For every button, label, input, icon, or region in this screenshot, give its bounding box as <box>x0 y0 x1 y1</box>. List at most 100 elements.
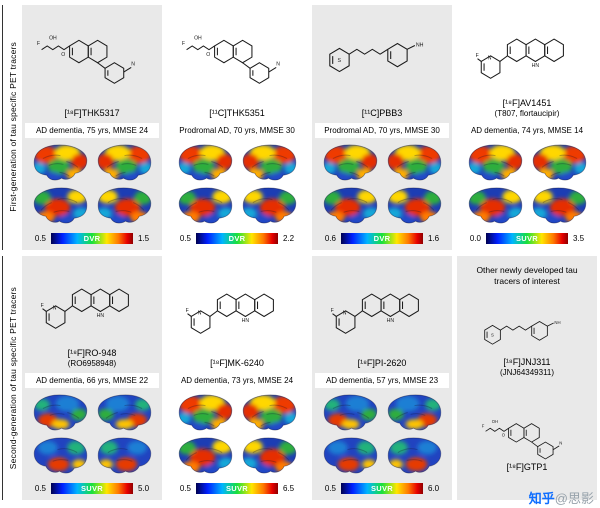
scale-unit-label: SUVR <box>370 484 394 493</box>
scale-unit-label: DVR <box>228 233 246 243</box>
scale-min: 0.0 <box>469 233 481 243</box>
colorbar-gradient: DVR <box>196 232 278 244</box>
brain-renders <box>465 142 590 226</box>
ro948-structure <box>25 261 159 349</box>
panel-thk5317: [¹⁸F]THK5317 AD dementia, 75 yrs, MMSE 2… <box>22 5 162 250</box>
colorbar-gradient: DVR <box>341 232 423 244</box>
brain-lateral-left-image <box>320 392 381 433</box>
row-second-generation: Second-generation of tau specific PET tr… <box>2 255 597 501</box>
patient-info: AD dementia, 75 yrs, MMSE 24 <box>25 122 159 138</box>
brain-renders <box>30 142 155 226</box>
colorbar: 0.5 DVR 1.5 <box>35 232 150 244</box>
brain-medial-left-image <box>320 435 381 476</box>
colorbar-gradient: SUVR <box>486 232 568 244</box>
molecule-structure-icon <box>40 288 129 330</box>
brain-medial-left-image <box>30 185 91 226</box>
brain-lateral-right-image <box>239 392 300 433</box>
watermark-handle: @思影 <box>554 491 594 506</box>
colorbar: 0.6 DVR 1.6 <box>324 232 440 244</box>
pbb3-structure <box>315 10 449 108</box>
brain-lateral-right-image <box>529 142 590 183</box>
jnj311-group: [¹⁸F]JNJ311 (JNJ64349311) <box>480 293 574 393</box>
brain-lateral-left-image <box>30 142 91 183</box>
row1-side-label: First-generation of tau specific PET tra… <box>2 5 22 250</box>
colorbar-gradient: SUVR <box>51 483 133 494</box>
scale-unit-label: SUVR <box>515 233 539 243</box>
tracer-name: [¹⁸F]AV1451 <box>502 97 552 108</box>
row2-side-label-text: Second-generation of tau specific PET tr… <box>7 286 18 469</box>
brain-medial-left-image <box>175 435 236 476</box>
tracer-name: [¹⁸F]RO-948 <box>67 348 117 358</box>
molecule-structure-icon <box>481 418 563 460</box>
patient-info: Prodromal AD, 70 yrs, MMSE 30 <box>315 122 449 138</box>
scale-unit-label: DVR <box>83 233 101 243</box>
brain-lateral-right-image <box>384 142 445 183</box>
panel-ro948: [¹⁸F]RO-948 (RO6958948) AD dementia, 66 … <box>22 255 162 500</box>
scale-min: 0.5 <box>179 484 191 493</box>
brain-medial-left-image <box>320 185 381 226</box>
brain-renders <box>320 142 445 226</box>
panel-pi2620: [¹⁸F]PI-2620 AD dementia, 57 yrs, MMSE 2… <box>312 255 452 500</box>
brain-medial-right-image <box>384 435 445 476</box>
brain-medial-right-image <box>529 185 590 226</box>
colorbar: 0.0 SUVR 3.5 <box>469 232 584 244</box>
scale-max: 6.0 <box>428 484 440 493</box>
tracer-name: [¹⁸F]GTP1 <box>506 461 548 472</box>
patient-info: AD dementia, 73 yrs, MMSE 24 <box>170 373 304 388</box>
tracer-subtitle: (T807, flortaucipir) <box>494 108 560 118</box>
colorbar: 0.5 SUVR 5.0 <box>35 483 149 494</box>
brain-medial-right-image <box>94 435 155 476</box>
mk6240-structure <box>170 261 304 359</box>
scale-max: 5.0 <box>138 484 150 493</box>
watermark: 知乎@思影 <box>529 488 594 507</box>
molecule-structure-icon <box>36 34 136 84</box>
scale-unit-label: SUVR <box>80 484 104 493</box>
brain-medial-right-image <box>94 185 155 226</box>
row1-panels: [¹⁸F]THK5317 AD dementia, 75 yrs, MMSE 2… <box>22 5 597 250</box>
molecule-structure-icon <box>484 318 562 345</box>
colorbar-gradient: DVR <box>51 232 133 244</box>
scale-max: 1.6 <box>428 233 440 243</box>
other-tracers-header: Other newly developed tau tracers of int… <box>476 264 578 286</box>
watermark-brand: 知乎 <box>528 491 555 506</box>
brain-lateral-left-image <box>175 392 236 433</box>
patient-info: Prodromal AD, 70 yrs, MMSE 30 <box>170 122 304 138</box>
brain-medial-right-image <box>384 185 445 226</box>
scale-max: 2.2 <box>283 233 295 243</box>
scale-max: 1.5 <box>138 233 150 243</box>
row2-panels: [¹⁸F]RO-948 (RO6958948) AD dementia, 66 … <box>22 255 597 501</box>
brain-lateral-right-image <box>239 142 300 183</box>
scale-min: 0.6 <box>324 233 336 243</box>
scale-unit-label: SUVR <box>225 484 249 493</box>
pi2620-structure <box>315 261 449 359</box>
tracer-name: [¹⁸F]PI-2620 <box>357 358 407 368</box>
brain-lateral-left-image <box>465 142 526 183</box>
tracer-name: [¹¹C]PBB3 <box>361 107 403 118</box>
patient-info: AD dementia, 66 yrs, MMSE 22 <box>25 373 159 388</box>
tracer-subtitle: (JNJ64349311) <box>499 367 555 377</box>
row-first-generation: First-generation of tau specific PET tra… <box>2 5 597 250</box>
molecule-structure-icon <box>475 38 564 79</box>
row2-side-label: Second-generation of tau specific PET tr… <box>2 255 22 500</box>
colorbar: 0.5 SUVR 6.5 <box>180 483 294 494</box>
brain-medial-right-image <box>239 185 300 226</box>
patient-info: AD dementia, 74 yrs, MMSE 14 <box>460 122 594 138</box>
tracer-name: [¹¹C]THK5351 <box>209 107 265 118</box>
brain-lateral-right-image <box>94 392 155 433</box>
molecule-structure-icon <box>329 41 425 72</box>
brain-renders <box>30 392 155 476</box>
panel-mk6240: [¹⁸F]MK-6240 AD dementia, 73 yrs, MMSE 2… <box>167 256 307 501</box>
brain-renders <box>320 392 445 476</box>
scale-max: 6.5 <box>283 484 295 493</box>
tracer-subtitle: (RO6958948) <box>67 359 117 368</box>
brain-lateral-right-image <box>384 392 445 433</box>
scale-min: 0.5 <box>324 484 336 493</box>
molecule-structure-icon <box>185 293 274 335</box>
thk5351-structure <box>170 10 304 108</box>
colorbar-gradient: SUVR <box>196 483 278 494</box>
tracer-name: [¹⁸F]MK-6240 <box>210 358 264 368</box>
brain-lateral-left-image <box>30 392 91 433</box>
molecule-structure-icon <box>330 293 419 335</box>
brain-renders <box>175 392 300 476</box>
colorbar-gradient: SUVR <box>341 483 423 494</box>
